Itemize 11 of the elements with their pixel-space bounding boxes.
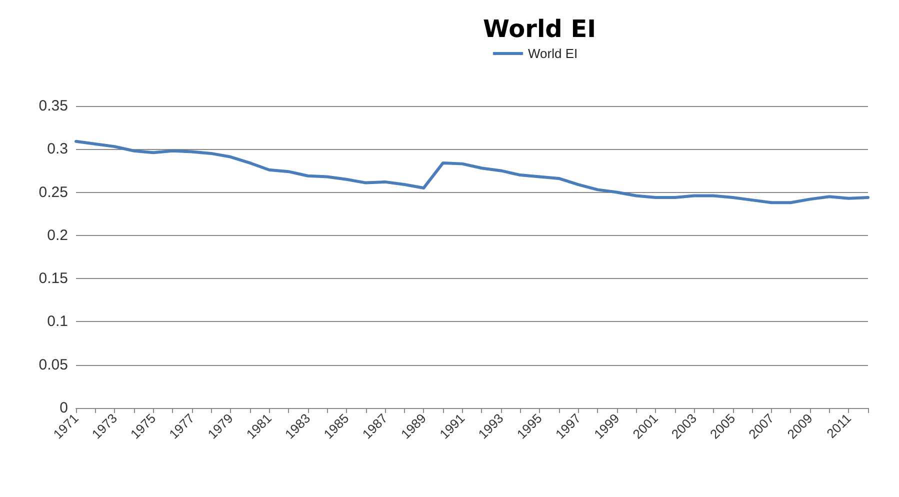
y-tick-label: 0.25 — [38, 184, 68, 201]
line-series — [74, 140, 870, 204]
y-tick-label: 0.05 — [38, 356, 68, 374]
y-tick-label: 0.3 — [47, 140, 68, 158]
chart-title: World EI — [483, 15, 596, 43]
y-tick-label: 0 — [60, 400, 68, 416]
y-tick-label: 0.1 — [47, 313, 68, 330]
y-tick-label: 0.2 — [47, 226, 68, 244]
y-tick-label: 0.35 — [38, 98, 68, 114]
legend-label: World EI — [528, 46, 578, 61]
y-tick-label: 0.15 — [38, 270, 68, 288]
